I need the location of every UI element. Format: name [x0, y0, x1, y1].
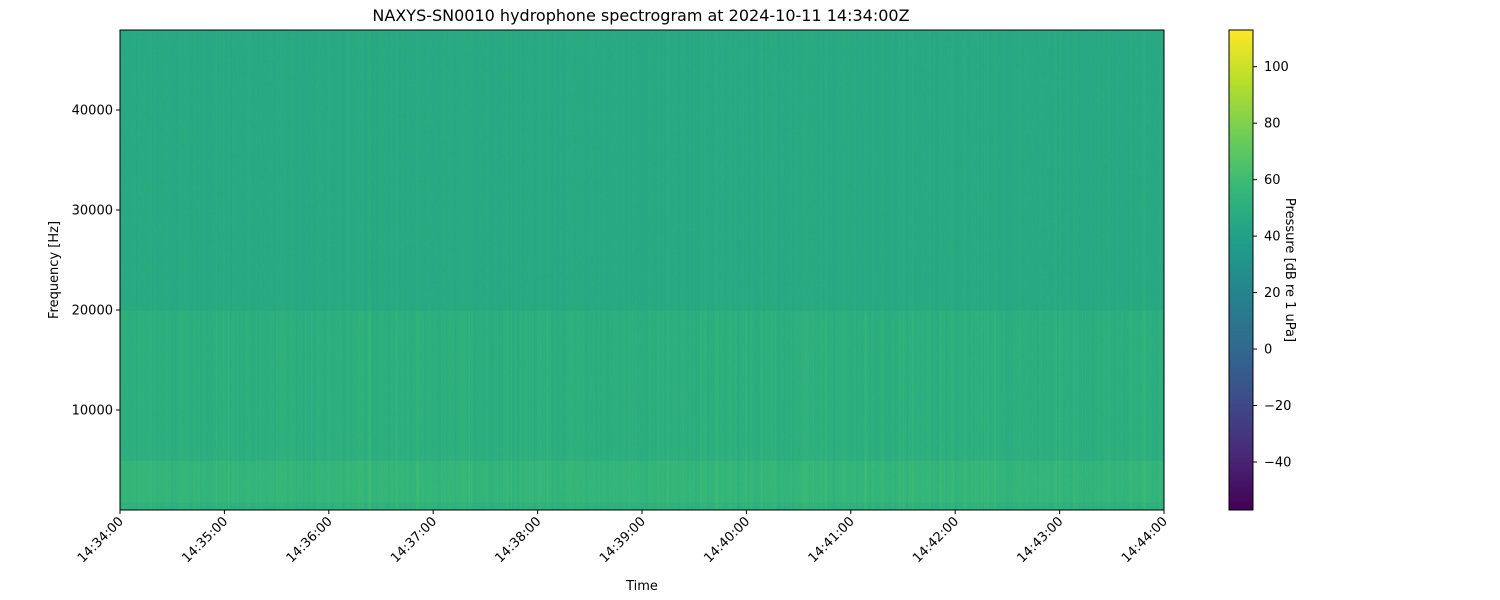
x-tick-label: 14:42:00 [910, 514, 962, 566]
colorbar-tick-label: 20 [1264, 286, 1281, 301]
x-tick-label: 14:39:00 [597, 514, 649, 566]
x-tick-label: 14:40:00 [701, 514, 753, 566]
colorbar-tick-label: 100 [1264, 60, 1289, 75]
colorbar-tick-label: 40 [1264, 230, 1281, 245]
colorbar-frame [1228, 29, 1254, 511]
colorbar-tick-label: −20 [1264, 399, 1291, 414]
y-tick-label: 10000 [72, 404, 113, 419]
x-tick-label: 14:44:00 [1119, 514, 1171, 566]
y-tick-label: 40000 [72, 104, 113, 119]
x-tick-label: 14:41:00 [806, 514, 858, 566]
y-axis-label: Frequency [Hz] [47, 221, 62, 319]
colorbar-tick-label: 0 [1264, 343, 1272, 358]
x-tick-label: 14:43:00 [1015, 514, 1067, 566]
x-tick-label: 14:34:00 [75, 514, 127, 566]
x-tick-label: 14:36:00 [284, 514, 336, 566]
colorbar-tick-label: 80 [1264, 117, 1281, 132]
colorbar-tick-label: −40 [1264, 456, 1291, 471]
x-axis-label: Time [625, 579, 658, 594]
colorbar-gradient [1229, 30, 1253, 510]
chart-title: NAXYS-SN0010 hydrophone spectrogram at 2… [372, 6, 909, 25]
colorbar-label: Pressure [dB re 1 uPa] [1282, 198, 1297, 342]
x-tick-label: 14:38:00 [493, 514, 545, 566]
plot-frame [119, 29, 1165, 511]
x-tick-label: 14:37:00 [388, 514, 440, 566]
colorbar-tick-label: 60 [1264, 173, 1281, 188]
x-tick-label: 14:35:00 [179, 514, 231, 566]
y-tick-label: 20000 [72, 304, 113, 319]
spectrogram-image [120, 30, 1164, 510]
y-tick-label: 30000 [72, 204, 113, 219]
